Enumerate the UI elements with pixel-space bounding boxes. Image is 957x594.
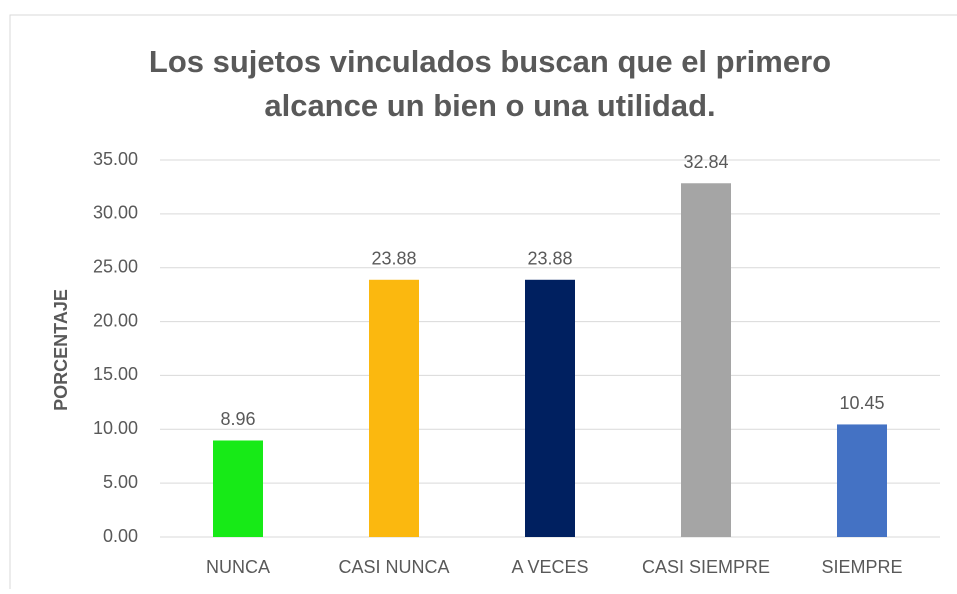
x-tick-label: A VECES [511,557,588,577]
bar [369,279,419,537]
x-tick-label: CASI SIEMPRE [642,557,770,577]
data-label: 32.84 [683,152,728,172]
y-tick-label: 20.00 [93,310,138,330]
chart-title-line: Los sujetos vinculados buscan que el pri… [149,44,831,79]
chart-title-line: alcance un bien o una utilidad. [264,88,715,123]
y-tick-label: 25.00 [93,256,138,276]
bar [525,279,575,537]
x-tick-label: CASI NUNCA [338,557,449,577]
y-tick-label: 30.00 [93,203,138,223]
y-tick-label: 15.00 [93,364,138,384]
x-tick-label: SIEMPRE [821,557,902,577]
data-label: 23.88 [527,249,572,269]
bar [681,183,731,537]
bar [213,440,263,537]
y-tick-label: 5.00 [103,472,138,492]
y-tick-label: 10.00 [93,418,138,438]
x-tick-label: NUNCA [206,557,270,577]
y-axis-label: PORCENTAJE [51,289,71,411]
data-label: 23.88 [371,249,416,269]
data-label: 10.45 [839,393,884,413]
bar [837,424,887,537]
y-tick-label: 35.00 [93,149,138,169]
data-label: 8.96 [220,409,255,429]
chart-border [9,14,957,594]
y-tick-label: 0.00 [103,526,138,546]
